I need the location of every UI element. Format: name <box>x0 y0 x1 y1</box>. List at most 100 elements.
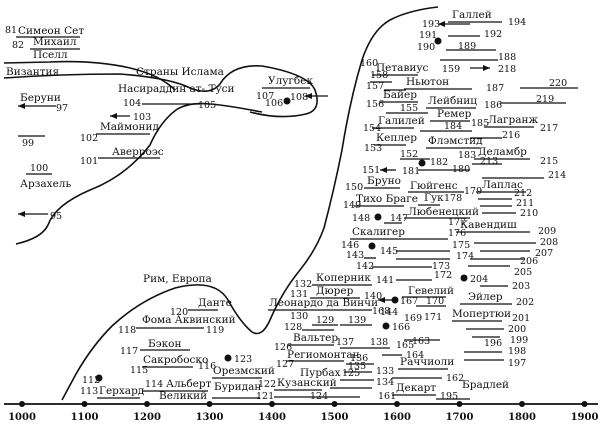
number-label: 102 <box>80 133 98 144</box>
number-label: 200 <box>508 324 526 335</box>
axis-tick <box>81 401 88 407</box>
number-label: 124 <box>310 391 328 402</box>
number-label: 132 <box>294 279 312 290</box>
number-label: 146 <box>341 240 359 251</box>
dot-icon <box>224 354 232 362</box>
number-label: 140 <box>364 291 382 302</box>
person-name: Герхард <box>99 385 145 397</box>
region-label-europe: Рим, Европа <box>143 273 212 285</box>
number-label: 174 <box>456 251 474 262</box>
number-label: 212 <box>514 188 532 199</box>
number-label: 131 <box>290 289 308 300</box>
number-label: 184 <box>444 121 462 132</box>
number-label: 106 <box>265 98 283 109</box>
number-label: 205 <box>514 267 532 278</box>
axis-tick-label: 1400 <box>258 412 286 423</box>
number-label: 159 <box>442 64 460 75</box>
number-label: 190 <box>417 42 435 53</box>
number-label: 218 <box>498 64 516 75</box>
dot-icon <box>368 242 376 250</box>
europe-medieval-group: 112 113 Герхард 114 Альберт Великий 115 … <box>80 297 276 402</box>
number-label: 180 <box>452 164 470 175</box>
person-name: Деламбр <box>478 146 527 158</box>
arrow-icon <box>305 93 312 99</box>
number-label: 204 <box>470 274 488 285</box>
number-label: 206 <box>520 256 538 267</box>
person-name: Симеон Сет <box>18 25 84 37</box>
person-name: Эйлер <box>468 291 503 303</box>
person-name: Буридан <box>214 381 261 393</box>
number-label: 123 <box>234 354 252 365</box>
region-label-islam: Страны Ислама <box>136 66 224 78</box>
person-name: Беруни <box>20 92 61 104</box>
number-label: 177 <box>448 217 466 228</box>
person-name: Пурбах <box>300 367 341 379</box>
number-label: 165 <box>396 340 414 351</box>
axis-tick-label: 1600 <box>383 412 411 423</box>
number-label: 161 <box>378 391 396 402</box>
axis-tick-label: 1900 <box>571 412 599 423</box>
number-label: 170 <box>426 296 444 307</box>
number-label: 194 <box>508 17 526 28</box>
number-label: 164 <box>406 350 424 361</box>
person-name: Галилей <box>378 115 425 127</box>
person-name: Скалигер <box>352 226 405 238</box>
person-name: Тихо Браге <box>356 193 418 205</box>
arrow-icon <box>378 297 385 303</box>
number-label: 152 <box>400 149 418 160</box>
number-label: 142 <box>356 261 374 272</box>
number-label: 219 <box>536 94 554 105</box>
byzantium-boundary <box>3 60 176 91</box>
number-label: 176 <box>448 228 466 239</box>
number-label: 150 <box>345 182 363 193</box>
arrow-icon <box>438 21 445 27</box>
number-label: 139 <box>348 315 366 326</box>
number-label: 116 <box>198 361 216 372</box>
number-label: 97 <box>56 103 68 114</box>
europe-renaissance-group: Кузанский 124 125 Пурбах 133 134 135 136… <box>268 226 474 402</box>
number-label: 216 <box>502 130 520 141</box>
number-label: 192 <box>484 29 502 40</box>
person-name: Великий <box>159 390 207 402</box>
number-label: 201 <box>512 313 530 324</box>
number-label: 155 <box>400 103 418 114</box>
number-label: 191 <box>419 30 437 41</box>
number-label: 162 <box>446 373 464 384</box>
arrow-icon <box>483 65 490 71</box>
person-name: Галлей <box>452 9 492 21</box>
person-name: Кавендиш <box>460 219 517 231</box>
arrow-icon <box>18 103 25 109</box>
dot-icon <box>382 322 390 330</box>
number-label: 108 <box>290 92 308 103</box>
number-label: 117 <box>120 346 138 357</box>
person-name: Арзахель <box>20 178 71 190</box>
number-label: 105 <box>198 100 216 111</box>
person-name: Лагранж <box>488 114 539 126</box>
person-name: Бруно <box>367 175 401 187</box>
number-label: 220 <box>549 78 567 89</box>
axis-tick <box>581 401 588 407</box>
number-label: 104 <box>123 98 141 109</box>
number-label: 185 <box>471 118 489 129</box>
number-label: 179 <box>464 186 482 197</box>
number-label: 148 <box>352 213 370 224</box>
number-label: 211 <box>516 198 534 209</box>
number-label: 151 <box>362 165 380 176</box>
number-label: 213 <box>480 156 498 167</box>
person-name: Пселл <box>33 49 68 61</box>
person-name: Сакробоско <box>143 354 208 366</box>
number-label: 193 <box>422 19 440 30</box>
number-label: 143 <box>346 250 364 261</box>
person-name: Михаил <box>33 36 77 48</box>
number-label: 127 <box>276 359 294 370</box>
number-label: 113 <box>80 386 98 397</box>
number-label: 183 <box>458 150 476 161</box>
number-label: 188 <box>498 52 516 63</box>
person-name: Леонардо да Винчи <box>269 297 378 309</box>
number-label: 149 <box>343 200 361 211</box>
number-label: 129 <box>316 315 334 326</box>
europe-boundary <box>61 6 439 401</box>
number-label: 133 <box>376 366 394 377</box>
axis-tick-label: 1700 <box>446 412 474 423</box>
number-label: 217 <box>540 123 558 134</box>
